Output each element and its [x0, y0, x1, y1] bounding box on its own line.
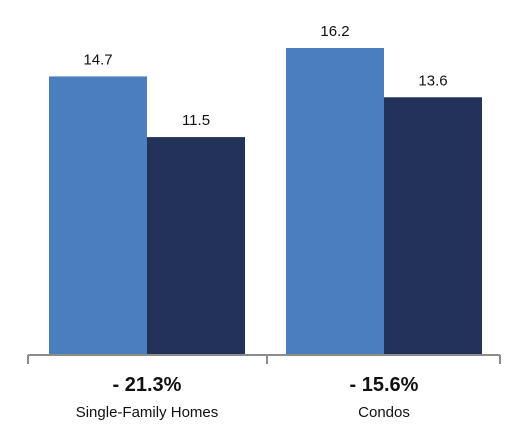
category-labels-group: - 21.3% Single-Family Homes - 15.6% Condos — [76, 374, 419, 421]
category-label-2: Condos — [358, 404, 410, 421]
data-label-1-series-1: 14.7 — [83, 51, 112, 68]
bars-group — [49, 48, 482, 355]
data-label-1-series-2: 11.5 — [182, 112, 210, 129]
bar-2-series-1 — [286, 48, 384, 355]
bar-2-series-2 — [384, 97, 482, 355]
category-label-1: Single-Family Homes — [76, 404, 219, 421]
data-label-2-series-1: 16.2 — [320, 23, 349, 40]
value-labels-group: 14.7 11.5 16.2 13.6 — [83, 23, 447, 129]
bar-1-series-2 — [147, 137, 245, 355]
change-label-1: - 21.3% — [113, 374, 182, 396]
data-label-2-series-2: 13.6 — [418, 72, 447, 89]
bar-1-series-1 — [49, 76, 147, 355]
x-axis — [27, 354, 501, 364]
change-label-2: - 15.6% — [350, 374, 419, 396]
